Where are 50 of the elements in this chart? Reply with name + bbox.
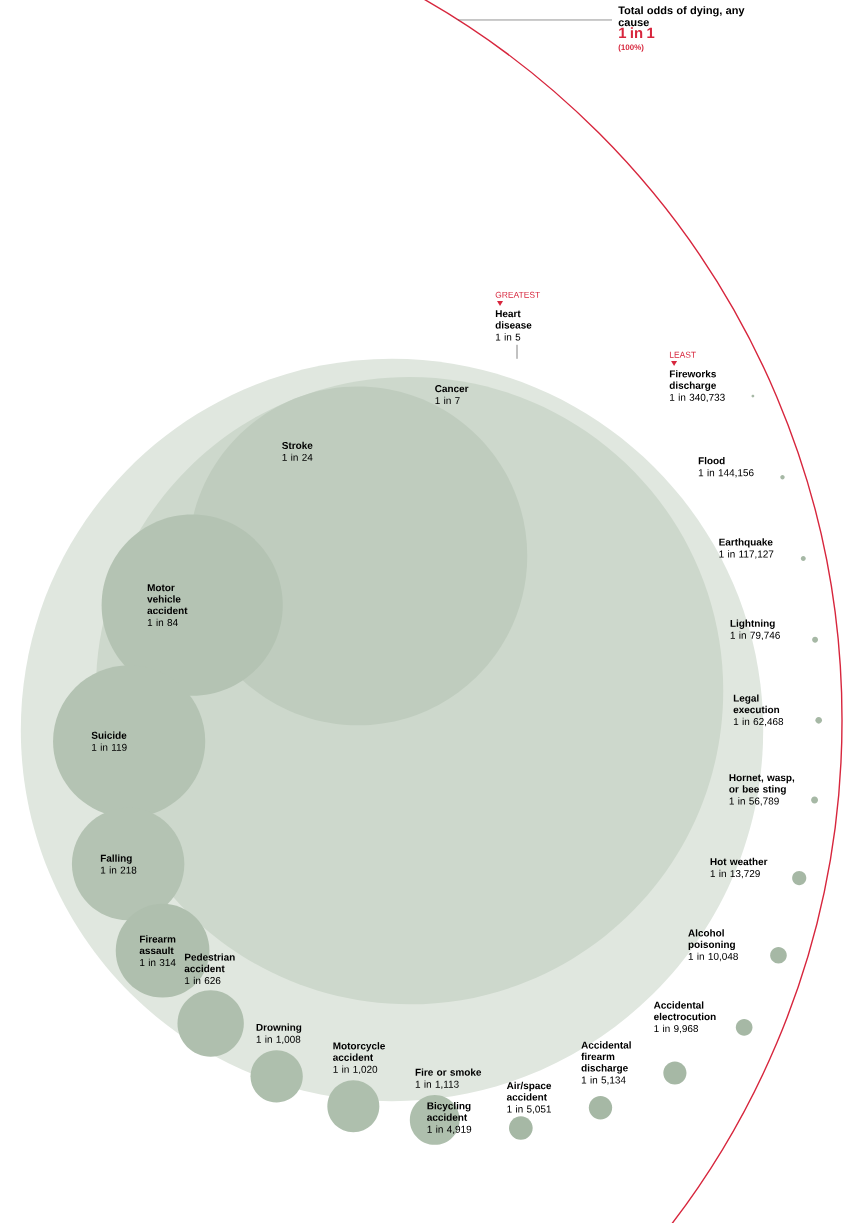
- data-label: 1 in 1: [619, 27, 655, 39]
- category-label: Heart disease: [495, 310, 532, 329]
- category-label: Falling: [100, 854, 132, 864]
- data-label: 1 in 62,468: [733, 717, 784, 727]
- category-label: Fire or smoke: [415, 1068, 482, 1076]
- text: LEAST: [669, 351, 696, 358]
- category-label: Earthquake: [719, 538, 773, 548]
- category-label: Legal execution: [733, 694, 780, 714]
- data-label: 1 in 119: [92, 743, 127, 751]
- category-label: Bicycling accident: [427, 1102, 471, 1121]
- data-label: 1 in 24: [282, 453, 313, 461]
- data-label: 1 in 13,729: [710, 869, 760, 879]
- data-label: 1 in 117,127: [719, 550, 774, 559]
- category-label: Hot weather: [710, 857, 768, 866]
- category-label: Motorcycle accident: [333, 1042, 385, 1061]
- data-label: 1 in 1,008: [256, 1035, 301, 1044]
- category-label: Cancer: [435, 385, 469, 393]
- data-label: 1 in 10,048: [688, 952, 738, 962]
- data-label: 1 in 144,156: [698, 468, 754, 478]
- data-label: 1 in 4,919: [427, 1125, 472, 1134]
- data-label: 1 in 84: [147, 618, 178, 627]
- category-label: Total odds of dying, any cause: [618, 6, 745, 27]
- data-label: 1 in 626: [185, 976, 221, 985]
- category-label: Accidental firearm discharge: [581, 1041, 631, 1074]
- category-label: Stroke: [282, 441, 313, 449]
- data-label: 1 in 79,746: [730, 631, 780, 641]
- data-label: 1 in 218: [100, 866, 137, 874]
- category-label: Firearm assault: [139, 935, 176, 955]
- category-label: Motor vehicle accident: [147, 584, 188, 615]
- category-label: Hornet, wasp, or bee sting: [729, 774, 795, 795]
- text: GREATEST: [495, 291, 541, 298]
- data-label: 1 in 340,733: [670, 393, 725, 403]
- data-label: 1 in 5,134: [581, 1076, 626, 1085]
- category-label: Suicide: [91, 731, 127, 739]
- category-label: Air/space accident: [506, 1081, 552, 1101]
- data-label: 1 in 5: [495, 333, 521, 341]
- data-label: 1 in 7: [435, 396, 460, 405]
- category-label: Fireworks discharge: [669, 370, 716, 391]
- data-label: 1 in 1,020: [333, 1065, 378, 1075]
- data-label: 1 in 9,968: [654, 1024, 699, 1034]
- data-label: 1 in 314: [140, 958, 176, 967]
- category-label: Lightning: [730, 619, 775, 629]
- data-label: 1 in 1,113: [415, 1080, 459, 1089]
- data-label: 1 in 5,051: [507, 1105, 551, 1114]
- category-label: Alcohol poisoning: [688, 929, 735, 951]
- data-label: 1 in 56,789: [729, 797, 779, 806]
- category-label: Drowning: [256, 1023, 302, 1033]
- category-label: Accidental electrocution: [653, 1001, 716, 1021]
- category-label: Flood: [698, 456, 725, 465]
- category-label: Pedestrian accident: [184, 953, 235, 973]
